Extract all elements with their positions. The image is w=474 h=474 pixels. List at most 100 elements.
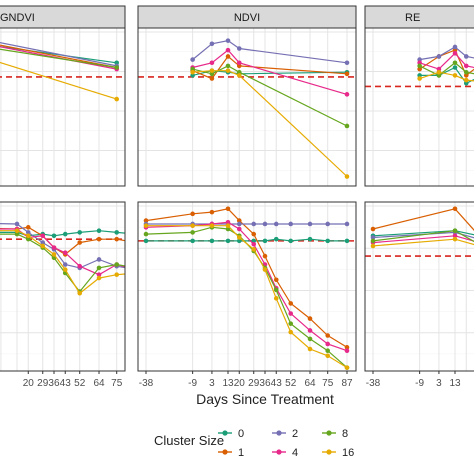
data-point-0 <box>417 73 422 78</box>
data-point-1 <box>417 66 422 72</box>
data-point-16 <box>463 77 469 83</box>
data-point-1 <box>344 345 350 350</box>
panel-row1-col0: 20 29 36 43 52 64 75 <box>0 201 126 389</box>
series-line-16 <box>146 225 348 369</box>
data-point-16 <box>190 223 195 228</box>
data-point-4 <box>436 66 442 72</box>
data-point-2 <box>96 257 102 262</box>
data-point-2 <box>236 221 242 227</box>
series-group <box>0 41 120 102</box>
data-point-4 <box>452 50 458 56</box>
x-tick-label: 20 <box>23 378 35 389</box>
panel-gndvi: GNDVI <box>0 5 126 187</box>
series-line-8 <box>0 233 125 293</box>
x-axis-ticks: -38 -9 3 13 <box>366 371 461 389</box>
legend-key-point <box>326 430 332 436</box>
x-tick-label: 13 <box>222 378 234 389</box>
data-point-8 <box>190 230 195 235</box>
data-point-0 <box>96 228 102 234</box>
data-point-2 <box>344 60 350 66</box>
data-point-8 <box>452 60 458 66</box>
data-point-0 <box>251 238 257 244</box>
data-point-4 <box>417 60 422 66</box>
data-point-4 <box>463 63 469 69</box>
data-point-8 <box>273 287 279 293</box>
data-point-2 <box>288 221 294 227</box>
data-point-8 <box>114 262 120 267</box>
data-point-0 <box>325 238 331 244</box>
panel-background <box>138 202 356 371</box>
facet-strip <box>137 5 357 29</box>
data-point-2 <box>307 221 313 227</box>
series-line-2 <box>0 223 125 269</box>
legend-key-point <box>326 449 332 455</box>
data-point-4 <box>96 272 102 277</box>
data-point-0 <box>225 238 231 244</box>
data-point-2 <box>209 41 215 47</box>
data-point-1 <box>190 211 195 217</box>
panel-ndvi: NDVI <box>137 5 357 187</box>
x-tick-label: 3 <box>209 378 215 389</box>
data-point-16 <box>251 247 257 252</box>
data-point-8 <box>25 236 31 242</box>
data-point-1 <box>344 71 350 77</box>
data-point-0 <box>288 238 294 244</box>
legend-label-4: 4 <box>292 447 298 459</box>
x-tick-label: 75 <box>111 378 123 389</box>
data-point-8 <box>225 226 231 232</box>
data-point-16 <box>40 243 46 249</box>
legend-label-0: 0 <box>238 428 244 440</box>
x-tick-label: 36 <box>259 378 271 389</box>
data-point-4 <box>225 47 231 53</box>
data-point-2 <box>452 44 458 50</box>
data-point-1 <box>209 76 215 81</box>
data-point-1 <box>463 73 469 78</box>
data-point-8 <box>288 321 294 326</box>
data-point-4 <box>51 245 57 250</box>
x-tick-label: 3 <box>436 378 442 389</box>
data-point-8 <box>436 73 442 78</box>
data-point-16 <box>51 252 57 257</box>
series-line-16 <box>0 230 125 295</box>
data-point-8 <box>14 231 20 237</box>
data-point-16 <box>273 296 279 301</box>
data-point-16 <box>225 68 231 73</box>
data-point-16 <box>452 73 458 78</box>
data-point-4 <box>236 226 242 232</box>
series-group <box>417 44 474 86</box>
data-point-4 <box>62 250 68 255</box>
data-point-2 <box>225 38 231 43</box>
data-point-16 <box>417 76 422 81</box>
data-point-16 <box>288 329 294 335</box>
data-point-1 <box>307 316 313 321</box>
data-point-8 <box>463 69 469 75</box>
series-group <box>190 38 350 179</box>
legend-key-point <box>222 449 228 455</box>
data-point-0 <box>344 238 350 244</box>
data-point-1 <box>236 63 242 69</box>
series-line-16 <box>0 61 117 100</box>
data-point-0 <box>143 238 149 244</box>
data-point-8 <box>236 69 242 75</box>
data-point-1 <box>143 218 149 223</box>
series-line-4 <box>145 221 348 352</box>
data-point-2 <box>344 221 350 227</box>
data-point-1 <box>452 47 458 53</box>
data-point-0 <box>209 238 215 244</box>
data-point-8 <box>452 228 458 234</box>
data-point-2 <box>436 54 442 59</box>
data-point-1 <box>209 209 215 215</box>
data-point-8 <box>143 231 149 237</box>
data-point-1 <box>77 240 83 245</box>
legend-label-1: 1 <box>238 447 244 459</box>
data-point-16 <box>143 223 149 228</box>
panel-background <box>0 202 125 371</box>
data-point-4 <box>251 241 257 247</box>
data-point-16 <box>236 235 242 240</box>
data-point-0 <box>236 238 242 244</box>
facet-strip <box>364 5 474 29</box>
data-point-2 <box>370 235 376 240</box>
gridlines <box>138 28 356 186</box>
data-point-1 <box>273 277 279 283</box>
